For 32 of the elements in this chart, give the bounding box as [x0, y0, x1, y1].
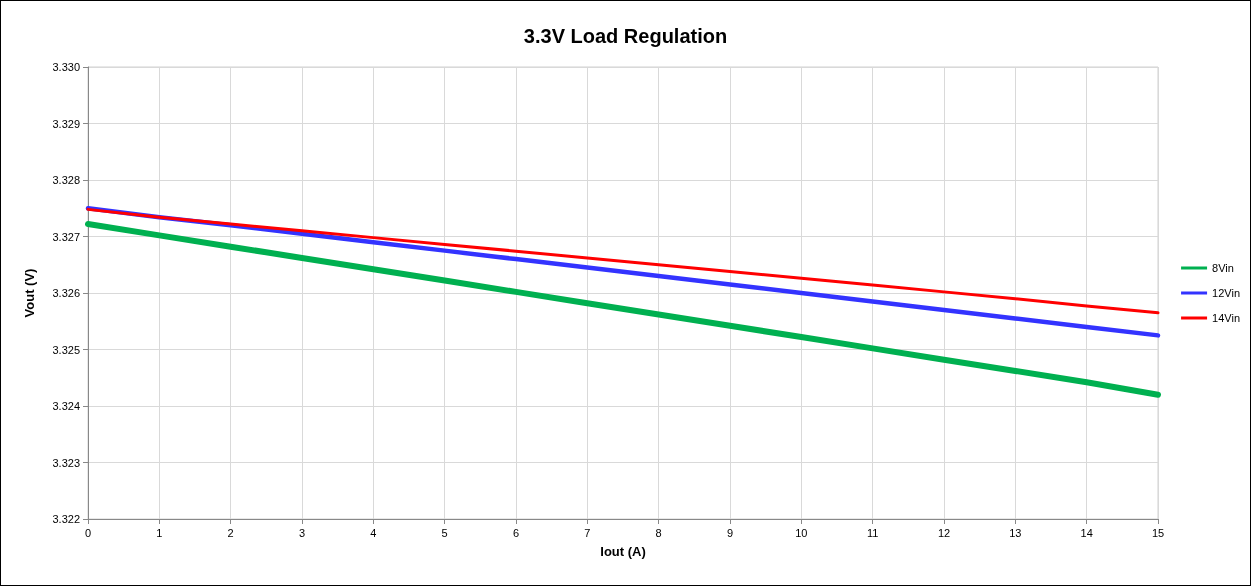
x-tick-label: 7: [584, 526, 591, 539]
y-tick-label: 3.328: [52, 174, 80, 186]
x-tick-label: 8: [655, 526, 662, 539]
x-tick-label: 6: [512, 526, 520, 539]
y-tick-label: 3.326: [52, 287, 80, 299]
x-tick-label: 3: [298, 526, 306, 539]
legend-label: 8Vin: [1212, 262, 1234, 274]
x-tick-label: 15: [1151, 526, 1165, 539]
x-tick-label: 10: [795, 526, 808, 539]
x-tick-label: 4: [370, 526, 377, 539]
legend-label: 12Vin: [1212, 287, 1240, 299]
y-tick-label: 3.322: [52, 513, 80, 525]
chart-title: 3.3V Load Regulation: [523, 25, 728, 47]
x-tick-label: 1: [156, 526, 163, 539]
line-series: [86, 207, 1160, 315]
x-tick-label: 0: [84, 526, 92, 539]
x-tick-label: 14: [1080, 526, 1093, 539]
y-tick-label: 3.329: [52, 117, 80, 130]
x-tick-label: 5: [441, 526, 448, 539]
x-tick-label: 11: [866, 526, 879, 539]
y-tick-label: 3.327: [52, 230, 80, 243]
y-tick-label: 3.323: [52, 456, 80, 469]
x-tick-label: 13: [1009, 526, 1022, 539]
x-tick-label: 12: [937, 526, 951, 539]
x-tick-label: 2: [227, 526, 234, 539]
y-tick-label: 3.324: [52, 400, 80, 412]
y-axis-title: Vout (V): [22, 268, 37, 318]
x-tick-label: 9: [726, 526, 734, 539]
x-axis-title: Iout (A): [600, 544, 646, 559]
y-tick-label: 3.330: [52, 61, 80, 73]
y-tick-label: 3.325: [52, 343, 80, 356]
legend-label: 14Vin: [1212, 312, 1240, 324]
